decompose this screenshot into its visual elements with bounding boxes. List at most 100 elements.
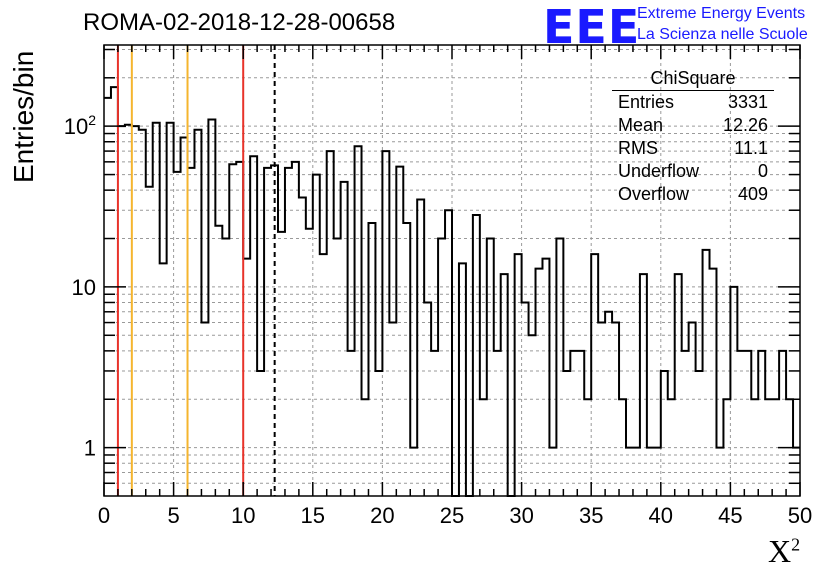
histogram-bin <box>250 156 257 496</box>
histogram-bin <box>132 126 139 496</box>
axis-ticks <box>103 45 801 496</box>
stats-label: Entries <box>618 92 675 112</box>
histogram-bin <box>125 125 132 496</box>
x-tick-label: 35 <box>579 503 603 528</box>
histogram-bin <box>111 87 118 496</box>
stats-row-rms: RMS 11.1 <box>612 137 774 160</box>
x-axis-label-base: X <box>768 533 792 569</box>
histogram-bin <box>306 229 313 496</box>
histogram-bin <box>758 351 765 496</box>
histogram-bin <box>459 263 466 496</box>
histogram-bin <box>334 239 341 496</box>
x-tick-label: 45 <box>718 503 742 528</box>
histogram-bin <box>487 239 494 496</box>
histogram-bin <box>382 151 389 496</box>
histogram-bin <box>689 323 696 496</box>
stats-value: 409 <box>737 184 768 204</box>
histogram-bin <box>612 323 619 496</box>
histogram-bin <box>146 187 153 496</box>
histogram-bin <box>299 197 306 496</box>
histogram-bin <box>744 351 751 496</box>
histogram-bin <box>118 126 125 496</box>
stats-label: Underflow <box>618 161 700 181</box>
logo-line-2: La Scienza nelle Scuole <box>637 26 808 43</box>
histogram-bin <box>348 351 355 496</box>
histogram-bin <box>779 351 786 496</box>
histogram-bin <box>661 371 668 496</box>
histogram-bars <box>104 86 800 497</box>
x-tick-label: 50 <box>788 503 812 528</box>
stats-label: Mean <box>618 115 664 135</box>
histogram-bin <box>264 168 271 496</box>
stats-label: RMS <box>618 138 658 158</box>
histogram-bin <box>327 151 334 496</box>
histogram-bin <box>292 162 299 496</box>
x-tick-label: 40 <box>649 503 673 528</box>
histogram-bin <box>208 120 215 496</box>
y-axis-label: Entries/bin <box>8 50 39 183</box>
x-tick-label: 15 <box>301 503 325 528</box>
histogram-bin <box>682 351 689 496</box>
histogram-bin <box>515 254 522 496</box>
histogram-bin <box>570 351 577 496</box>
histogram-bin <box>257 371 264 496</box>
histogram-bin <box>375 371 382 496</box>
histogram-bin <box>737 351 744 496</box>
stats-value: 12.26 <box>722 115 768 135</box>
stats-title: ChiSquare <box>612 66 774 91</box>
marker-lines <box>116 45 276 496</box>
stats-value: 0 <box>757 161 768 181</box>
x-tick-label: 5 <box>167 503 179 528</box>
histogram-bin <box>431 351 438 496</box>
histogram-outline <box>104 86 800 497</box>
histogram-bin <box>563 371 570 496</box>
histogram-bin <box>201 323 208 496</box>
stats-value: 11.1 <box>734 138 768 158</box>
stats-row-mean: Mean 12.26 <box>612 114 774 137</box>
histogram-bin <box>104 98 111 496</box>
histogram-bin <box>167 123 174 496</box>
histogram-bin <box>320 254 327 496</box>
stats-box: ChiSquare Entries 3331 Mean 12.26 RMS 11… <box>612 66 774 206</box>
x-tick-label: 25 <box>440 503 464 528</box>
histogram-bin <box>222 239 229 496</box>
histogram-bin <box>229 164 236 496</box>
histogram-bin <box>389 323 396 496</box>
histogram-bin <box>591 254 598 496</box>
y-tick-label: 102 <box>64 112 96 139</box>
x-tick-label: 0 <box>98 503 110 528</box>
histogram-bin <box>494 351 501 496</box>
y-tick-label: 1 <box>84 436 96 461</box>
run-title: ROMA-02-2018-12-28-00658 <box>83 9 396 36</box>
histogram-bin <box>730 287 737 496</box>
histogram-bin <box>473 215 480 496</box>
stats-label: Overflow <box>618 184 690 204</box>
histogram-bin <box>236 162 243 496</box>
histogram-bin <box>556 239 563 496</box>
stats-row-entries: Entries 3331 <box>612 91 774 114</box>
axis-tick-labels: 0 5 10 15 20 25 30 35 40 45 50 1 10 102 <box>64 112 813 528</box>
eee-logo: EEE <box>543 0 641 54</box>
x-axis-label: X2 <box>768 533 800 570</box>
histogram-bin <box>278 232 285 496</box>
histogram-bin <box>396 167 403 496</box>
histogram-bin <box>605 312 612 496</box>
histogram-bin <box>438 239 445 496</box>
histogram-bin <box>188 168 195 496</box>
x-tick-label: 10 <box>231 503 255 528</box>
histogram-bin <box>417 199 424 496</box>
histogram-bin <box>139 130 146 496</box>
histogram-bin <box>529 335 536 496</box>
histogram-bin <box>153 123 160 496</box>
stats-row-underflow: Underflow 0 <box>612 160 774 183</box>
x-tick-label: 20 <box>370 503 394 528</box>
histogram-bin <box>160 263 167 496</box>
histogram-bin <box>696 371 703 496</box>
stats-value: 3331 <box>727 92 768 112</box>
histogram-bin <box>271 165 278 496</box>
x-tick-label: 30 <box>509 503 533 528</box>
histogram-bin <box>194 130 201 496</box>
stats-row-overflow: Overflow 409 <box>612 183 774 206</box>
logo-line-1: Extreme Energy Events <box>637 5 806 22</box>
